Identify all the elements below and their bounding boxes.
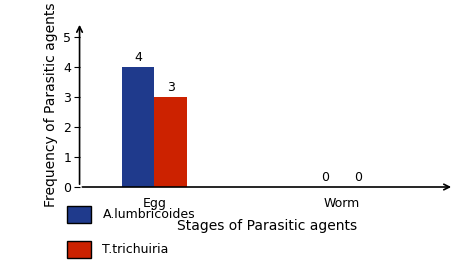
FancyBboxPatch shape bbox=[67, 241, 91, 258]
Text: T.trichuiria: T.trichuiria bbox=[102, 243, 169, 256]
Y-axis label: Frequency of Parasitic agents: Frequency of Parasitic agents bbox=[44, 2, 58, 207]
Text: A.lumbricoides: A.lumbricoides bbox=[102, 208, 195, 221]
Text: 0: 0 bbox=[354, 171, 362, 184]
Text: 4: 4 bbox=[134, 51, 142, 64]
FancyBboxPatch shape bbox=[67, 207, 91, 223]
X-axis label: Stages of Parasitic agents: Stages of Parasitic agents bbox=[177, 219, 357, 233]
Text: 0: 0 bbox=[321, 171, 329, 184]
Text: 3: 3 bbox=[167, 81, 175, 94]
Bar bbox=[154, 97, 187, 187]
Bar bbox=[122, 67, 154, 187]
